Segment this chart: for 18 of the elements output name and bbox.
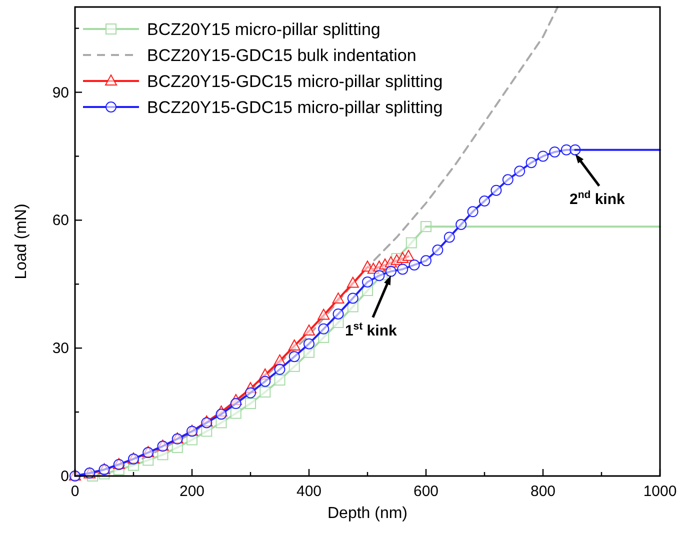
x-tick-label: 1000 <box>643 483 677 500</box>
legend-label: BCZ20Y15 micro-pillar splitting <box>147 20 380 39</box>
legend-label: BCZ20Y15-GDC15 micro-pillar splitting <box>147 72 443 91</box>
y-tick-label: 0 <box>60 468 69 485</box>
x-tick-label: 0 <box>70 483 80 500</box>
legend-label: BCZ20Y15-GDC15 bulk indentation <box>147 46 416 65</box>
x-tick-label: 600 <box>413 483 439 500</box>
annotation: 1$^{st}$ kink <box>344 320 398 340</box>
x-tick-label: 800 <box>530 483 556 500</box>
x-tick-label: 200 <box>179 483 205 500</box>
y-axis-title: Load (mN) <box>13 204 30 280</box>
y-tick-label: 90 <box>52 84 69 102</box>
x-axis-title: Depth (nm) <box>327 505 408 522</box>
legend-label: BCZ20Y15-GDC15 micro-pillar splitting <box>147 98 443 117</box>
y-tick-label: 30 <box>52 340 69 358</box>
y-tick-label: 60 <box>52 212 69 230</box>
annotation: 2$^{nd}$ kink <box>569 188 626 208</box>
x-tick-label: 400 <box>296 483 322 500</box>
